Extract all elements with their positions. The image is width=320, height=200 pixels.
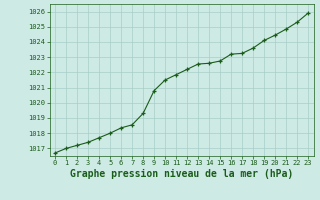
X-axis label: Graphe pression niveau de la mer (hPa): Graphe pression niveau de la mer (hPa) (70, 169, 293, 179)
